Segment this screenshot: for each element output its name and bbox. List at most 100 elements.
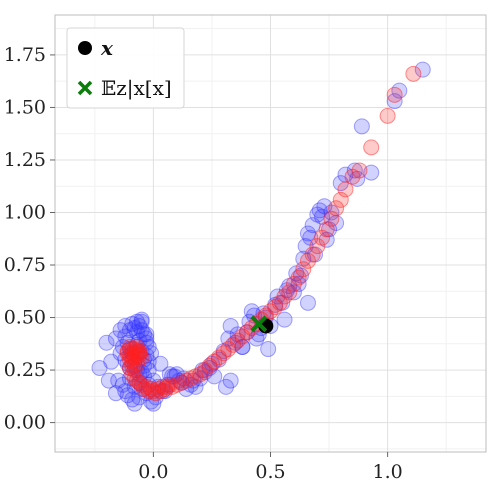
blue-point: [147, 389, 164, 406]
blue-point: [119, 334, 136, 351]
blue-point: [164, 368, 181, 385]
blue-point: [91, 359, 108, 376]
blue-point: [222, 317, 239, 334]
red-point: [136, 380, 153, 397]
red-point: [124, 357, 141, 374]
red-point: [121, 338, 138, 355]
red-point: [229, 332, 246, 349]
blue-point: [295, 250, 312, 267]
blue-point: [363, 164, 380, 181]
blue-point: [140, 376, 157, 393]
blue-point: [309, 206, 326, 223]
red-point: [182, 370, 199, 387]
red-point: [147, 385, 164, 402]
red-point: [299, 252, 316, 269]
blue-point: [192, 370, 209, 387]
blue-point: [239, 324, 256, 341]
x-tick-label: 0.5: [255, 461, 285, 483]
blue-point: [100, 372, 117, 389]
red-point: [210, 349, 227, 366]
blue-point: [128, 336, 145, 353]
blue-point: [210, 351, 227, 368]
legend: x 𝔼z|x[x]: [66, 27, 185, 109]
blue-point: [145, 395, 162, 412]
red-point: [119, 345, 136, 362]
blue-point: [234, 338, 251, 355]
expectation-marker-stroke: [250, 315, 268, 333]
red-point: [386, 86, 403, 103]
red-point: [173, 374, 190, 391]
blue-point: [196, 364, 213, 381]
blue-point: [121, 341, 138, 358]
blue-point: [267, 296, 284, 313]
blue-point: [323, 204, 340, 221]
blue-point: [138, 334, 155, 351]
blue-point: [288, 265, 305, 282]
blue-point: [166, 368, 183, 385]
blue-point: [133, 313, 150, 330]
blue-point: [133, 311, 150, 328]
red-point: [276, 288, 293, 305]
blue-point: [114, 376, 131, 393]
blue-point: [112, 322, 129, 339]
blue-point: [136, 357, 153, 374]
red-point: [138, 378, 155, 395]
red-point: [164, 378, 181, 395]
red-point: [131, 343, 148, 360]
blue-point: [274, 294, 291, 311]
blue-point: [121, 370, 138, 387]
red-point: [161, 376, 178, 393]
y-tick-label: 0.50: [4, 307, 46, 329]
red-point: [332, 191, 349, 208]
blue-point: [121, 322, 138, 339]
blue-point: [126, 395, 143, 412]
blue-point: [126, 378, 143, 395]
blue-point: [124, 391, 141, 408]
blue-point: [119, 355, 136, 372]
blue-point: [246, 307, 263, 324]
blue-point: [349, 170, 366, 187]
blue-point: [131, 374, 148, 391]
blue-point: [302, 229, 319, 246]
blue-point: [128, 324, 145, 341]
expectation-marker: [250, 315, 268, 333]
red-point: [196, 362, 213, 379]
blue-point: [126, 357, 143, 374]
red-point: [271, 294, 288, 311]
red-point: [363, 139, 380, 156]
blue-point: [185, 372, 202, 389]
blue-point: [150, 378, 167, 395]
blue-point: [175, 370, 192, 387]
blue-point: [138, 326, 155, 343]
red-point: [128, 355, 145, 372]
blue-point: [98, 334, 115, 351]
blue-point: [140, 353, 157, 370]
y-tick-label: 0.75: [4, 254, 46, 276]
y-tick-label: 1.25: [4, 149, 46, 171]
red-point: [323, 210, 340, 227]
red-point: [295, 261, 312, 278]
blue-point: [133, 364, 150, 381]
red-point: [379, 107, 396, 124]
red-point: [128, 347, 145, 364]
blue-point: [278, 282, 295, 299]
blue-point: [121, 359, 138, 376]
red-point: [234, 328, 251, 345]
blue-points: [91, 61, 431, 412]
plot-area: [54, 14, 487, 453]
grid-lines: [55, 15, 486, 452]
red-point: [192, 366, 209, 383]
red-point: [131, 347, 148, 364]
blue-point: [133, 322, 150, 339]
red-point: [124, 353, 141, 370]
red-point: [126, 349, 143, 366]
red-point: [121, 359, 138, 376]
red-point: [133, 376, 150, 393]
blue-point: [311, 202, 328, 219]
red-point: [128, 338, 145, 355]
y-tick-label: 1.00: [4, 201, 46, 223]
blue-point: [124, 345, 141, 362]
blue-point: [217, 378, 234, 395]
red-point: [290, 269, 307, 286]
